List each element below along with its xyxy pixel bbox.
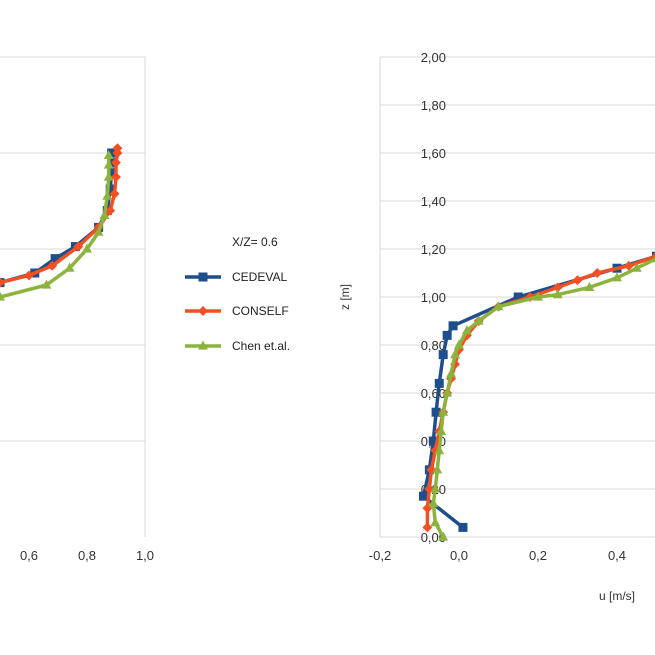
right-data-point xyxy=(572,275,583,286)
left-data-point xyxy=(0,291,5,301)
right-data-point xyxy=(438,531,449,541)
right-data-point xyxy=(422,522,433,533)
left-data-point xyxy=(103,171,114,181)
right-y-tick-label: 1,20 xyxy=(421,242,446,257)
left-data-point xyxy=(73,241,84,252)
right-series-line-2 xyxy=(431,257,655,538)
left-x-tick-label: 1,0 xyxy=(136,548,154,563)
right-data-point xyxy=(428,436,438,446)
left-data-point xyxy=(102,190,113,200)
left-data-point xyxy=(0,277,5,288)
legend-label: CONSELF xyxy=(232,304,289,318)
right-y-tick-label: 0,60 xyxy=(421,386,446,401)
right-data-point xyxy=(442,387,453,397)
right-data-point xyxy=(448,321,458,331)
right-chart-panel: 0,000,200,400,600,801,001,201,401,601,80… xyxy=(338,50,655,603)
left-data-point xyxy=(107,148,117,158)
legend-label: CEDEVAL xyxy=(232,270,287,284)
right-data-point xyxy=(434,445,445,455)
right-data-point xyxy=(458,522,468,532)
left-data-point xyxy=(107,167,117,177)
right-data-point xyxy=(513,292,523,302)
right-data-point xyxy=(432,464,443,474)
right-data-point xyxy=(438,406,449,416)
left-data-point xyxy=(105,184,115,194)
right-data-point xyxy=(436,426,447,435)
left-data-point xyxy=(99,210,110,219)
right-data-point xyxy=(442,330,452,340)
right-data-point xyxy=(430,517,441,527)
legend-title: X/Z= 0.6 xyxy=(232,235,278,249)
right-data-point xyxy=(454,339,464,349)
right-data-point xyxy=(552,289,563,299)
right-y-tick-label: 1,40 xyxy=(421,194,446,209)
legend-label: Chen et.al. xyxy=(232,339,290,353)
right-x-tick-label: 0,4 xyxy=(608,548,626,563)
left-grid xyxy=(0,56,146,537)
left-data-point xyxy=(47,260,58,271)
chart-legend: X/Z= 0.6 CEDEVAL CONSELF Chen et.al. xyxy=(185,235,290,353)
left-data-point xyxy=(103,150,114,159)
left-series-line-1 xyxy=(0,148,120,285)
left-data-point xyxy=(112,143,123,154)
left-data-point xyxy=(93,226,104,236)
right-data-point xyxy=(428,498,439,507)
legend-item: Chen et.al. xyxy=(185,339,290,353)
left-series-line-2 xyxy=(0,155,111,299)
left-data-point xyxy=(111,172,121,182)
right-data-point xyxy=(450,349,460,359)
right-data-point xyxy=(631,262,642,272)
y-axis-title: z [m] xyxy=(338,284,352,310)
right-data-point xyxy=(623,260,634,271)
legend-marker xyxy=(198,272,208,282)
right-data-point xyxy=(552,282,563,293)
left-data-point xyxy=(105,205,116,216)
right-y-tick-label: 2,00 xyxy=(421,50,446,65)
left-data-point xyxy=(111,157,121,168)
right-data-point xyxy=(584,282,595,291)
left-data-point xyxy=(64,262,75,272)
right-data-point xyxy=(431,407,441,417)
right-data-point xyxy=(493,301,504,311)
right-data-point xyxy=(651,255,655,263)
right-y-tick-label: 1,00 xyxy=(421,290,446,305)
legend-item: CEDEVAL xyxy=(185,270,287,284)
right-data-point xyxy=(612,272,622,282)
legend-item: CONSELF xyxy=(185,304,289,318)
x-axis-title: u [m/s] xyxy=(599,589,635,603)
legend-marker xyxy=(198,306,208,316)
legend-marker xyxy=(198,340,208,350)
right-data-point xyxy=(461,325,472,335)
right-data-point xyxy=(473,315,484,325)
right-data-point xyxy=(418,491,428,501)
left-data-point xyxy=(103,159,114,169)
right-data-point xyxy=(533,291,543,301)
right-data-point xyxy=(592,268,603,278)
right-data-point xyxy=(434,378,444,388)
left-data-point xyxy=(50,254,60,264)
right-grid xyxy=(379,56,655,538)
right-x-tick-label: 0,2 xyxy=(529,548,547,563)
right-y-tick-label: 0,80 xyxy=(421,338,446,353)
right-y-tick-label: 1,60 xyxy=(421,146,446,161)
left-data-point xyxy=(82,243,92,253)
left-data-point xyxy=(109,188,120,199)
right-data-point xyxy=(430,483,441,493)
left-x-tick-label: 0,8 xyxy=(78,548,96,563)
right-x-tick-label: 0,0 xyxy=(450,548,468,563)
left-data-point xyxy=(24,270,34,281)
right-y-tick-label: 1,80 xyxy=(421,98,446,113)
right-data-point xyxy=(438,350,448,360)
left-data-point xyxy=(41,279,52,289)
right-x-tick-label: -0,2 xyxy=(369,548,391,563)
right-data-point xyxy=(446,368,457,378)
left-x-tick-label: 0,6 xyxy=(20,548,38,563)
left-chart-panel: 0,6 0,8 1,0 xyxy=(0,56,154,563)
